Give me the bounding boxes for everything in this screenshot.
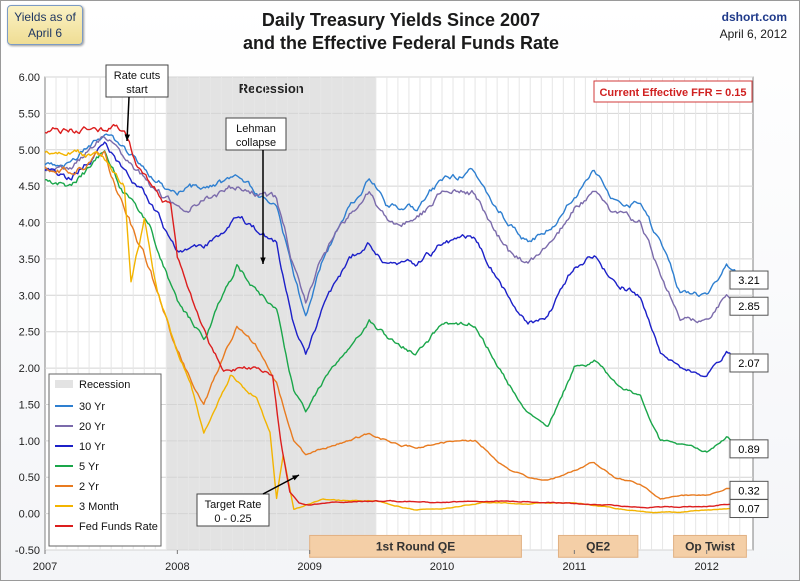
source-date: April 6, 2012 [719,27,787,41]
end-value-label: 3.21 [738,275,759,287]
source-site: dshort.com [721,10,787,24]
x-tick-label: 2007 [33,561,57,573]
legend-label: 5 Yr [79,461,99,473]
legend-box [48,373,162,547]
y-tick-label: 2.00 [19,363,40,375]
annotation-rate-cuts: Rate cuts start [105,64,169,142]
x-tick-label: 2008 [165,561,189,573]
annotation-target-rate: Target Rate 0 - 0.25 [196,474,300,527]
y-tick-label: 1.00 [19,436,40,448]
annotation-lehman-text: Lehman [236,123,276,135]
y-tick-label: 3.00 [19,290,40,302]
series-line [44,149,743,514]
x-tick-label: 2011 [563,561,587,573]
annotation-target-rate-text: Target Rate [205,499,262,511]
end-value-box [729,499,769,519]
annotation-lehman-text: collapse [236,137,276,149]
annotation-target-rate-box [196,493,270,527]
series-line [44,141,743,378]
policy-bands: 1st Round QE QE2 Op Twist [309,534,747,558]
legend-label-recession: Recession [79,379,130,391]
annotation-target-rate-arrow [262,474,300,495]
legend-label: 2 Yr [79,481,99,493]
axes: -0.50 0.00 0.50 1.00 1.50 2.00 2.50 3.00 3.50 4.0… [15,72,719,573]
x-tick-label: 2010 [430,561,454,573]
y-tick-label: 2.50 [19,327,40,339]
y-tick-label: 4.00 [19,218,40,230]
yields-date-badge: Yields as of April 6 [7,5,83,45]
chart-title-line2: and the Effective Federal Funds Rate [242,33,560,53]
y-tick-label: 0.00 [19,509,40,521]
legend: Recession 30 Yr 20 Yr 10 Yr 5 Yr 2 Yr 3 Month F… [48,373,162,547]
policy-band [673,534,747,558]
end-value-box [729,296,769,316]
y-tick-label: 5.00 [19,145,40,157]
plot-background: Recession [44,76,754,551]
y-tick-label: 3.50 [19,254,40,266]
end-value-labels: 3.21 2.85 2.07 0.89 0.32 0.07 [729,270,769,519]
series-line [44,135,743,324]
legend-label: 10 Yr [79,441,105,453]
y-tick-label: 5.50 [19,108,40,120]
series-line [44,133,743,317]
y-tick-label: 4.50 [19,181,40,193]
end-value-label: 0.32 [738,485,759,497]
end-value-label: 2.85 [738,301,759,313]
annotation-rate-cuts-arrowhead [124,134,131,141]
legend-label: 30 Yr [79,401,105,413]
annotation-lehman-box [225,117,287,151]
series-line [45,150,743,453]
policy-band-label: Op Twist [685,539,735,553]
grid-lines [45,76,753,551]
annotation-rate-cuts-text: start [126,84,147,96]
y-tick-label: -0.50 [15,545,40,557]
y-tick-label: 0.50 [19,472,40,484]
policy-band [309,534,522,558]
series-lines [44,123,743,514]
legend-label: 3 Month [79,501,119,513]
series-line [44,123,743,509]
chart-title-line1: Daily Treasury Yields Since 2007 [261,10,541,30]
legend-swatch-recession [55,380,73,388]
current-ffr-label: Current Effective FFR = 0.15 [599,87,746,99]
badge-line2: April 6 [27,26,62,40]
annotation-lehman: Lehman collapse [225,117,287,264]
y-tick-label: 1.50 [19,399,40,411]
annotation-target-rate-arrowhead [292,475,299,481]
annotation-rate-cuts-text: Rate cuts [114,70,161,82]
end-value-label: 0.07 [738,504,759,516]
end-value-box [729,439,769,459]
annotation-lehman-arrowhead [260,257,266,264]
annotation-target-rate-text: 0 - 0.25 [214,513,251,525]
recession-shade [166,77,376,550]
end-value-label: 2.07 [738,358,759,370]
chart-title: Daily Treasury Yields Since 2007 and the… [181,9,621,55]
legend-label: Fed Funds Rate [79,521,158,533]
current-ffr-box [593,80,753,103]
x-tick-label: 2009 [297,561,321,573]
source-block: dshort.com April 6, 2012 [720,9,787,43]
plot-area [44,76,754,551]
end-value-box [729,353,769,373]
recession-label: Recession [239,81,304,96]
end-value-label: 0.89 [738,444,759,456]
annotation-rate-cuts-arrow [126,96,130,142]
x-tick-label: 2012 [694,561,718,573]
legend-label: 20 Yr [79,421,105,433]
badge-line1: Yields as of [14,10,76,24]
annotation-rate-cuts-box [105,64,169,98]
annotations: Current Effective FFR = 0.15 Rate cuts sta… [105,64,753,527]
policy-band-label: QE2 [586,539,610,553]
y-tick-label: 6.00 [19,72,40,84]
end-value-box [729,270,769,290]
policy-band [557,534,639,558]
policy-band-label: 1st Round QE [376,539,455,553]
